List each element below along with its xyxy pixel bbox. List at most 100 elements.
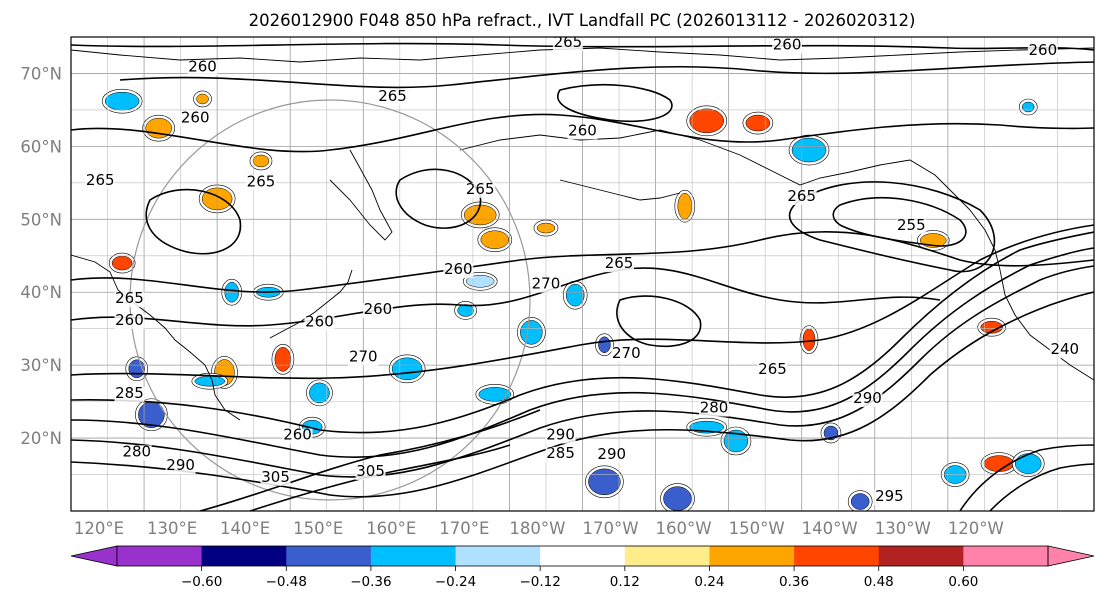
contour-layer — [71, 42, 1094, 511]
colorbar-tick-label: −0.48 — [266, 574, 307, 590]
colorbar-segment — [286, 546, 372, 566]
shading-patch — [565, 283, 585, 307]
shading-patch — [480, 230, 510, 249]
colorbar-segment — [709, 546, 795, 566]
shading-patch — [677, 192, 693, 220]
colorbar: −0.60 −0.48 −0.36 −0.24 −0.12 0.12 0.24 0.36 0.4… — [70, 545, 1095, 590]
contour-label-bg — [545, 446, 576, 462]
colorbar-frame — [116, 545, 1049, 567]
longitude-label: 150°W — [729, 519, 785, 538]
longitude-label: 160°W — [656, 519, 712, 538]
contour-label: 265 — [247, 172, 276, 190]
shading-patch — [309, 382, 330, 404]
contour-265-wave — [71, 267, 941, 327]
colorbar-segment — [201, 546, 287, 566]
contour-label-bg — [772, 38, 803, 54]
colorbar-tick-label: 0.36 — [779, 574, 809, 590]
contour-label-bg — [552, 37, 583, 52]
colorbar-tick-label: 0.24 — [694, 574, 724, 590]
colorbar-tick-label: −0.24 — [435, 574, 476, 590]
contour-label: 270 — [612, 344, 641, 362]
longitude-label: 130°E — [147, 519, 197, 538]
contour-label-bg — [443, 263, 474, 278]
contour-300-band — [199, 409, 541, 511]
shading-patch — [723, 429, 749, 453]
aleutian-islands — [559, 179, 681, 201]
contour-label-bg — [377, 90, 408, 106]
contour-label: 285 — [115, 384, 144, 402]
contour-265-north — [71, 42, 1094, 51]
longitude-label: 170°E — [439, 519, 489, 538]
longitude-label: 140°W — [802, 519, 858, 538]
contour-label-bg — [1049, 343, 1080, 359]
shading-patch — [274, 347, 292, 372]
contour-label: 290 — [597, 445, 626, 463]
contour-label-bg — [348, 350, 379, 366]
contour-label-bg — [596, 448, 627, 464]
contour-label: 260 — [305, 313, 334, 331]
contour-label: 265 — [605, 254, 634, 272]
contour-260-north — [119, 61, 1094, 89]
shading-patch — [1021, 101, 1035, 113]
contour-label: 270 — [532, 275, 561, 293]
latitude-label: 60°N — [20, 137, 62, 156]
shading-patch — [111, 255, 133, 271]
colorbar-tick-label: −0.36 — [350, 574, 391, 590]
colorbar-tick-label: 0.60 — [948, 574, 978, 590]
contour-label: 290 — [853, 389, 882, 407]
shading-patch — [850, 493, 870, 510]
contour-label: 290 — [546, 426, 575, 444]
contour-label-bg — [282, 428, 313, 444]
latitude-label: 70°N — [20, 64, 62, 83]
shading-patch — [663, 486, 692, 511]
shading-patch — [598, 336, 611, 353]
contour-label-bg — [114, 314, 145, 330]
longitude-label: 120°W — [948, 519, 1004, 538]
latitude-label: 30°N — [20, 356, 62, 375]
contour-closed-arctic — [557, 84, 673, 123]
contour-280-band — [71, 231, 1094, 434]
contour-label-bg — [187, 60, 218, 76]
contour-label: 260 — [283, 426, 312, 444]
contour-260-closed-low — [788, 181, 996, 273]
contour-tropical-east-2 — [989, 463, 1094, 511]
colorbar-segment — [878, 546, 964, 566]
contour-closed-gulf — [616, 295, 702, 347]
shading-patch — [689, 108, 724, 134]
colorbar-segment — [624, 546, 710, 566]
contour-label: 260 — [1029, 41, 1058, 59]
shading-patch — [252, 154, 270, 168]
contour-label: 305 — [261, 468, 290, 486]
longitude-label: 130°W — [875, 519, 931, 538]
contour-290-band — [71, 265, 1094, 478]
contour-tropical-east — [959, 444, 1094, 511]
colorbar-tick-label: 0.48 — [864, 574, 894, 590]
shading-patch — [588, 468, 621, 496]
longitude-label: 140°E — [220, 519, 270, 538]
plot-title: 2026012900 F048 850 hPa refract., IVT La… — [249, 11, 916, 30]
shading-patch — [457, 304, 474, 317]
colorbar-extend-min — [70, 545, 118, 567]
contour-label-bg — [786, 190, 817, 206]
contour-label-bg — [465, 182, 496, 198]
contour-label-bg — [304, 315, 335, 331]
shading-patch — [791, 137, 827, 163]
colorbar-segment — [117, 546, 203, 566]
asia-coastline — [71, 254, 241, 421]
contour-label-bg — [245, 175, 276, 191]
contour-label-bg — [355, 464, 386, 480]
colorbar-tick-label: −0.12 — [519, 574, 560, 590]
latitude-label: 20°N — [20, 429, 62, 448]
contour-285-band — [71, 247, 1094, 459]
contour-label-bg — [114, 292, 145, 308]
shading-patch — [520, 320, 543, 345]
contour-label: 255 — [897, 216, 926, 234]
contour-295-band — [71, 291, 1094, 498]
longitude-label: 160°E — [366, 519, 416, 538]
contour-265-mid — [71, 113, 1094, 153]
longitude-label: 170°W — [582, 519, 638, 538]
latitude-label: 50°N — [20, 210, 62, 229]
contour-255-inner — [832, 196, 967, 247]
contour-label-bg — [567, 124, 598, 140]
map-area: 265 260 260 260 265 260 260 265 265 265 265 255 265 2… — [70, 36, 1095, 512]
